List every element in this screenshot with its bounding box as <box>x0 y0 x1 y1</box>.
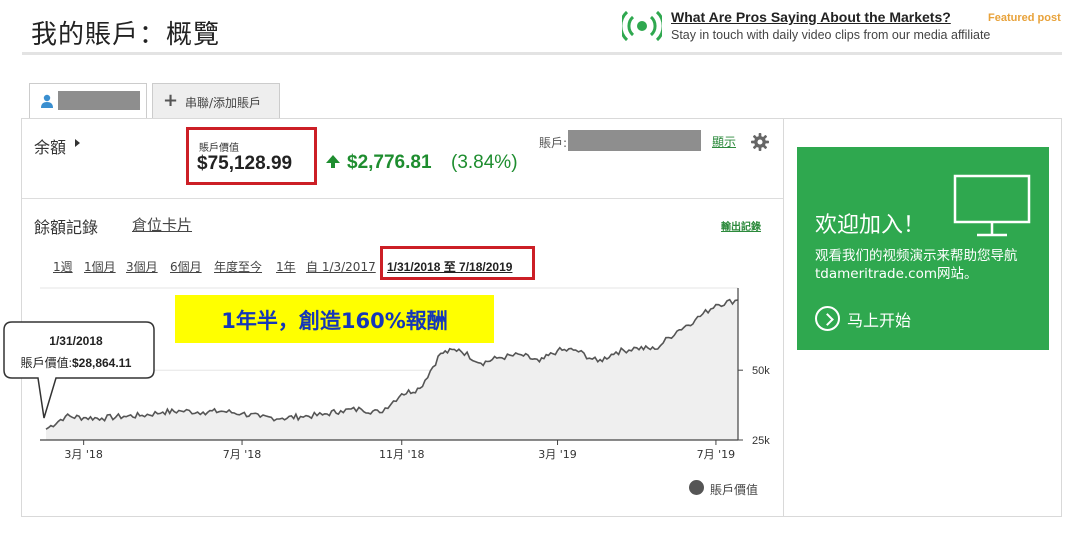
user-icon <box>41 94 53 108</box>
y-tick-label: 25k <box>752 435 770 447</box>
promo-headline[interactable]: What Are Pros Saying About the Markets? <box>671 9 951 25</box>
tab-add-account[interactable]: + 串聯/添加賬戶 <box>152 83 280 118</box>
x-tick-label: 3月 '18 <box>64 448 103 461</box>
caret-right-icon[interactable] <box>75 139 80 147</box>
plus-icon: + <box>163 90 179 111</box>
account-value-highlight: 賬戶價值 $75,128.99 <box>186 127 317 185</box>
callout-value: $28,864.11 <box>71 356 132 370</box>
x-tick-label: 11月 '18 <box>379 448 425 461</box>
callout-date: 1/31/2018 <box>49 334 103 348</box>
daily-change-percent: (3.84%) <box>451 152 518 173</box>
legend-label: 賬戶價值 <box>710 483 759 497</box>
export-history-link[interactable]: 輸出記錄 <box>721 222 761 233</box>
monitor-icon <box>953 174 1031 237</box>
page-title: 我的賬戶：概覽 <box>31 20 221 50</box>
welcome-ad[interactable]: 欢迎加入！ 观看我们的视频演示来帮助您导航tdameritrade.com网站。… <box>797 147 1049 350</box>
x-tick-label: 7月 '18 <box>223 448 262 461</box>
active-range-highlight <box>380 246 535 280</box>
arrow-up-icon <box>326 155 340 163</box>
ad-body: 观看我们的视频演示来帮助您导航tdameritrade.com网站。 <box>815 248 1018 282</box>
account-value-label: 賬戶價值 <box>199 143 239 154</box>
account-number-label: 賬戶: <box>539 136 568 150</box>
ad-title: 欢迎加入！ <box>815 213 926 238</box>
featured-badge: Featured post <box>988 12 1061 24</box>
callout-label: 賬戶價值: <box>20 356 72 370</box>
return-annotation-banner: 1年半，創造160%報酬 <box>175 295 494 343</box>
promo-link[interactable]: What Are Pros Saying About the Markets? … <box>622 9 1072 45</box>
balance-history-chart: 25k 50k 3月 '18 7月 '18 11月 '18 3月 '19 7月 '19 <box>40 287 770 461</box>
y-tick-label: 50k <box>752 365 770 377</box>
callout-value-line: 賬戶價值:$28,864.11 <box>0 354 152 371</box>
range-1y[interactable]: 1年 <box>276 260 296 274</box>
position-cards-link[interactable]: 倉位卡片 <box>132 216 193 234</box>
range-1w[interactable]: 1週 <box>53 260 73 274</box>
account-value: $75,128.99 <box>197 153 293 174</box>
range-custom-active[interactable]: 1/31/2018 至 7/18/2019 <box>387 260 513 274</box>
broadcast-icon <box>622 11 662 41</box>
range-ytd[interactable]: 年度至今 <box>214 260 263 274</box>
account-name-redacted <box>58 91 140 110</box>
ad-start-button[interactable]: 马上开始 <box>847 311 912 330</box>
arrow-up-icon-stem <box>331 162 335 168</box>
account-panel <box>21 118 1062 517</box>
range-3m[interactable]: 3個月 <box>126 260 158 274</box>
return-annotation-text: 1年半，創造160%報酬 <box>221 309 448 333</box>
show-account-link[interactable]: 顯示 <box>712 135 737 149</box>
legend-marker <box>689 480 704 495</box>
tab-add-account-label: 串聯/添加賬戶 <box>185 96 262 110</box>
arrow-right-circle-icon <box>815 306 840 331</box>
balance-history-title: 餘額記錄 <box>34 218 99 237</box>
area-fill <box>46 299 738 440</box>
daily-change-amount: $2,776.81 <box>347 152 432 173</box>
gear-icon[interactable] <box>751 133 769 151</box>
start-value-callout <box>3 321 155 419</box>
panel-horizontal-divider <box>22 198 783 199</box>
x-tick-label: 3月 '19 <box>538 448 577 461</box>
range-1m[interactable]: 1個月 <box>84 260 116 274</box>
x-tick-label: 7月 '19 <box>697 448 736 461</box>
balance-toggle[interactable]: 余額 <box>34 138 67 157</box>
series-line <box>45 298 739 430</box>
tab-account[interactable] <box>29 83 147 119</box>
range-6m[interactable]: 6個月 <box>170 260 202 274</box>
panel-vertical-divider <box>783 118 784 517</box>
title-divider <box>22 52 1062 55</box>
account-number-redacted <box>568 130 701 151</box>
range-since-2017[interactable]: 自 1/3/2017 <box>306 260 376 274</box>
promo-subtitle: Stay in touch with daily video clips fro… <box>671 28 991 42</box>
